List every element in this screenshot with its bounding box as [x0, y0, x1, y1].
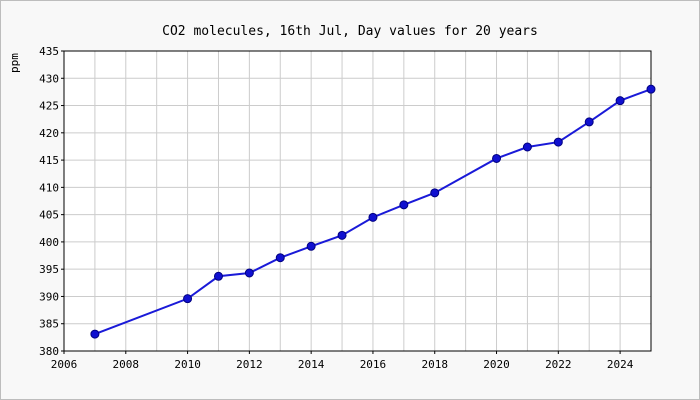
grid [64, 51, 651, 351]
x-tick-label: 2018 [421, 358, 448, 371]
data-point [275, 253, 285, 263]
y-tick-label: 390 [39, 290, 59, 303]
y-tick-label: 380 [39, 345, 59, 358]
x-tick-labels: 2006 2008 2010 2012 2014 2016 2018 2020 2022 2024 [51, 351, 634, 371]
data-point [646, 84, 656, 94]
data-point [90, 329, 100, 339]
y-axis-label: ppm [8, 53, 21, 73]
x-tick-label: 2022 [545, 358, 572, 371]
y-tick-label: 420 [39, 127, 59, 140]
x-tick-label: 2014 [298, 358, 325, 371]
data-point [213, 271, 223, 281]
y-tick-label: 415 [39, 154, 59, 167]
data-point [522, 142, 532, 152]
y-tick-label: 435 [39, 45, 59, 58]
data-point [337, 230, 347, 240]
chart-title: CO2 molecules, 16th Jul, Day values for … [162, 24, 538, 39]
data-point [306, 241, 316, 251]
y-tick-label: 425 [39, 100, 59, 113]
series-line [94, 88, 652, 336]
x-tick-label: 2006 [51, 358, 78, 371]
plot-frame [63, 50, 652, 352]
y-tick-labels: 380 385 390 395 400 405 410 415 420 425 430 435 [39, 45, 64, 358]
data-point [183, 294, 193, 304]
y-tick-label: 400 [39, 236, 59, 249]
data-point [492, 153, 502, 163]
data-point [368, 212, 378, 222]
x-tick-label: 2016 [360, 358, 387, 371]
x-tick-label: 2024 [607, 358, 634, 371]
y-tick-label: 385 [39, 318, 59, 331]
y-tick-label: 395 [39, 263, 59, 276]
data-point [553, 137, 563, 147]
x-tick-label: 2008 [113, 358, 140, 371]
data-point [399, 200, 409, 210]
data-point [244, 268, 254, 278]
data-point [615, 96, 625, 106]
data-point [430, 188, 440, 198]
x-tick-label: 2020 [483, 358, 510, 371]
y-tick-label: 405 [39, 209, 59, 222]
data-point [584, 117, 594, 127]
plot-background [64, 51, 651, 351]
series [90, 84, 656, 339]
x-tick-label: 2012 [236, 358, 263, 371]
y-tick-label: 430 [39, 72, 59, 85]
y-tick-label: 410 [39, 181, 59, 194]
x-tick-label: 2010 [174, 358, 201, 371]
